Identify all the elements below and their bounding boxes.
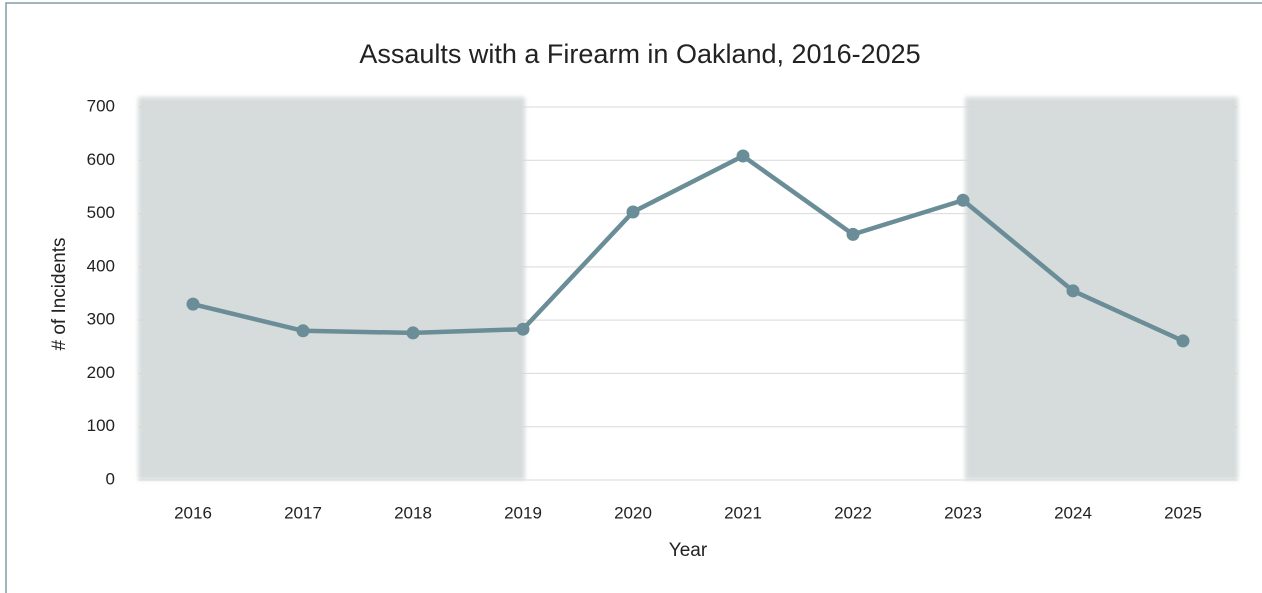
y-tick-label: 600	[87, 150, 115, 169]
x-tick-label: 2019	[504, 503, 542, 522]
data-point	[1176, 334, 1190, 348]
y-tick-label: 500	[87, 203, 115, 222]
data-point	[296, 324, 310, 338]
data-point	[736, 149, 750, 163]
grid	[138, 106, 1238, 481]
y-tick-label: 400	[87, 256, 115, 275]
x-axis-label: Year	[669, 540, 708, 561]
data-point	[186, 297, 200, 311]
y-tick-label: 200	[87, 363, 115, 382]
series-line	[192, 153, 1184, 343]
shaded-region	[965, 97, 1238, 480]
x-tick-label: 2016	[174, 503, 212, 522]
y-tick-label: 0	[106, 469, 115, 488]
frame	[5, 2, 1262, 593]
data-point	[1066, 284, 1080, 298]
x-tick-label: 2018	[394, 503, 432, 522]
data-point	[846, 227, 860, 241]
data-point	[516, 322, 530, 336]
y-tick-label: 700	[87, 96, 115, 115]
x-tick-label: 2022	[834, 503, 872, 522]
y-axis-label: # of Incidents	[49, 237, 70, 350]
x-tick-label: 2017	[284, 503, 322, 522]
y-tick-label: 300	[87, 310, 115, 329]
y-tick-label: 100	[87, 416, 115, 435]
chart-title: Assaults with a Firearm in Oakland, 2016…	[359, 39, 920, 69]
x-tick-label: 2023	[944, 503, 982, 522]
x-tick-label: 2020	[614, 503, 652, 522]
x-tick-label: 2021	[724, 503, 762, 522]
data-point	[956, 193, 970, 207]
data-point	[626, 205, 640, 219]
x-tick-label: 2025	[1164, 503, 1202, 522]
x-tick-label: 2024	[1054, 503, 1092, 522]
shaded-region	[138, 97, 525, 480]
data-point	[406, 326, 420, 340]
